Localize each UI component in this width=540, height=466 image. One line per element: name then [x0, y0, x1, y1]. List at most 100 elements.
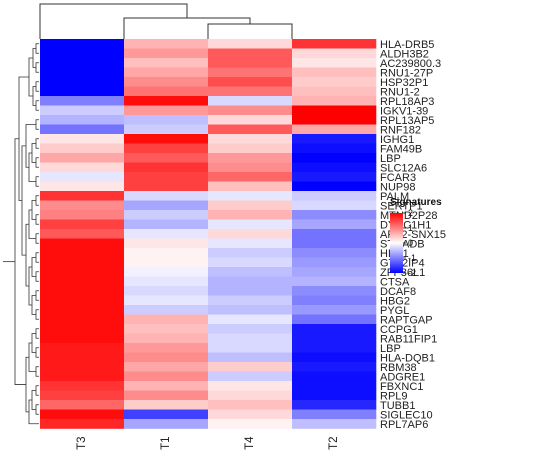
- heatmap-cell: [208, 371, 293, 382]
- heatmap-cell: [208, 153, 293, 163]
- heatmap-cell: [208, 276, 293, 287]
- legend-tick-label: 1: [408, 223, 413, 233]
- heatmap-cell: [292, 267, 377, 277]
- heatmap-cell: [40, 390, 125, 401]
- row-dendro-link: [28, 152, 36, 182]
- heatmap-cell: [40, 257, 125, 268]
- heatmap-cell: [208, 181, 293, 192]
- heatmap-cell: [208, 58, 293, 68]
- row-dendro-link: [35, 271, 39, 282]
- heatmap-cell: [40, 200, 125, 211]
- row-label: DCAF8: [380, 286, 416, 298]
- legend-tick-label: 0: [408, 238, 413, 248]
- row-dendro-link: [31, 143, 36, 163]
- heatmap-cell: [124, 257, 209, 268]
- heatmap-cell: [124, 162, 209, 173]
- heatmap-cell: [292, 286, 377, 296]
- row-label: PYGL: [380, 305, 409, 317]
- row-dendro-link: [31, 390, 36, 410]
- row-dendro-link: [35, 328, 39, 339]
- heatmap-cell: [208, 314, 293, 325]
- heatmap-cell: [292, 172, 377, 182]
- row-dendro-link: [28, 399, 39, 425]
- column-dendrogram: [39, 3, 293, 39]
- heatmap-cell: [292, 248, 377, 258]
- heatmap-cell: [208, 96, 293, 106]
- heatmap-cell: [292, 48, 377, 59]
- heatmap-cell: [40, 67, 125, 78]
- row-dendro-link: [25, 223, 29, 287]
- legend-ticks: 2 1 0 -1 -2: [403, 208, 416, 278]
- heatmap-cell: [124, 248, 209, 258]
- heatmap-cell: [124, 86, 209, 97]
- heatmap-cell: [40, 39, 125, 49]
- row-labels: HLA-DRB5ALDH3B2AC239800.3RNU1-27PHSP32P1…: [380, 39, 446, 431]
- heatmap-cell: [292, 238, 377, 249]
- heatmap-cell: [208, 86, 293, 97]
- heatmap-cell: [124, 191, 209, 201]
- heatmap-cell: [40, 86, 125, 97]
- heatmap-cell: [208, 143, 293, 154]
- heatmap-cell: [124, 67, 209, 78]
- row-dendro-link: [31, 200, 36, 220]
- column-label: T4: [244, 436, 256, 450]
- heatmap-cell: [292, 305, 377, 315]
- heatmap-cell: [208, 390, 293, 401]
- heatmap-cell: [40, 400, 125, 410]
- row-dendro-link: [35, 385, 39, 396]
- heatmap-cell: [124, 286, 209, 296]
- heatmap-cell: [40, 191, 125, 201]
- heatmap-cell: [40, 352, 125, 363]
- heatmap-cell: [40, 295, 125, 306]
- heatmap-cell: [40, 324, 125, 334]
- heatmap-cell: [40, 248, 125, 258]
- row-dendro-link: [35, 195, 39, 206]
- heatmap-cell: [40, 419, 125, 429]
- heatmap-cell: [292, 134, 377, 144]
- heatmap-cell: [124, 371, 209, 382]
- heatmap-cell: [292, 200, 377, 211]
- row-label: LBP: [380, 343, 401, 355]
- row-label: PALM: [380, 191, 409, 203]
- heatmap-cell: [292, 295, 377, 306]
- row-label: HLA-DQB1: [380, 352, 435, 364]
- heatmap-cell: [124, 381, 209, 391]
- row-label: ADGRE1: [380, 371, 425, 383]
- heatmap-cell: [292, 162, 377, 173]
- heatmap-cell: [124, 400, 209, 410]
- heatmap-cell: [208, 134, 293, 144]
- row-dendro-link: [35, 404, 39, 415]
- heatmap-cell: [40, 333, 125, 344]
- heatmap-cell: [208, 257, 293, 268]
- heatmap-cell: [124, 219, 209, 230]
- heatmap-cell: [208, 381, 293, 391]
- heatmap-cell: [124, 77, 209, 87]
- heatmap-cell: [124, 267, 209, 277]
- row-label: SLC12A6: [380, 162, 427, 174]
- heatmap-cell: [124, 96, 209, 106]
- heatmap-cell: [40, 77, 125, 87]
- heatmap-cell: [40, 362, 125, 372]
- heatmap-cell: [208, 362, 293, 372]
- heatmap-cell: [208, 105, 293, 116]
- row-dendro-link: [32, 86, 36, 106]
- heatmap-cell: [208, 172, 293, 182]
- heatmap-cell: [40, 48, 125, 59]
- row-label: RAB11FIP1: [380, 333, 437, 345]
- heatmap-cell: [208, 67, 293, 78]
- heatmap-cell: [208, 200, 293, 211]
- heatmap-cell: [208, 352, 293, 363]
- heatmap-cells: [40, 39, 377, 429]
- row-dendro-link: [28, 342, 36, 372]
- legend-tick-label: 2: [408, 208, 413, 218]
- heatmap-cell: [292, 324, 377, 334]
- heatmap-cell: [40, 143, 125, 154]
- heatmap-cell: [124, 295, 209, 306]
- heatmap-cell: [292, 229, 377, 239]
- heatmap-cell: [124, 210, 209, 220]
- column-label: T1: [160, 437, 172, 450]
- color-legend: Signatures 2 1 0 -1 -2: [390, 197, 442, 278]
- heatmap-cell: [124, 390, 209, 401]
- heatmap-cell: [40, 124, 125, 135]
